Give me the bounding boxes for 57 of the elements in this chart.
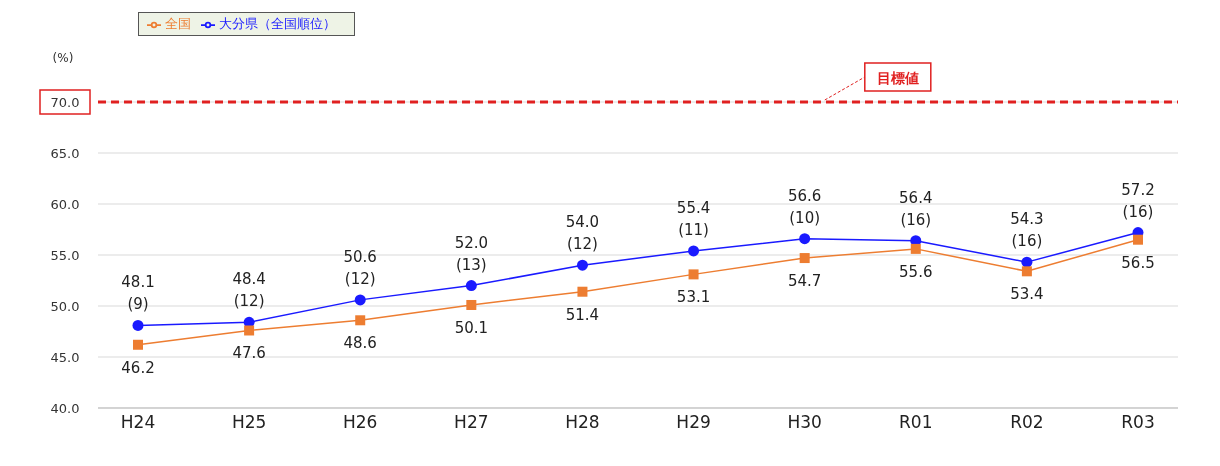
y-tick-label: 45.0	[50, 350, 80, 365]
data-label: 48.1 (9)	[121, 273, 155, 314]
point	[688, 245, 700, 257]
point	[577, 286, 588, 297]
data-label: 50.6 (12)	[343, 247, 377, 288]
point	[1021, 266, 1032, 277]
point	[354, 294, 366, 306]
data-label: 53.4	[1010, 285, 1044, 304]
x-tick-label: R03	[1121, 412, 1155, 433]
y-tick-label: 55.0	[50, 248, 80, 263]
point	[910, 243, 921, 254]
data-label: 52.0 (13)	[454, 233, 489, 274]
data-label: 47.6	[232, 344, 266, 363]
y-tick-label: 50.0	[50, 299, 80, 314]
data-label: 55.4 (11)	[676, 198, 711, 239]
point	[1133, 234, 1143, 245]
point	[465, 280, 477, 292]
data-label: 54.7	[787, 272, 822, 291]
data-label: 57.2 (16)	[1121, 180, 1155, 221]
x-tick-label: H25	[231, 412, 267, 433]
x-tick-label: H27	[454, 412, 489, 433]
point	[799, 233, 811, 245]
point	[132, 319, 144, 331]
y-axis-title: (%)	[52, 51, 74, 65]
data-label: 54.0 (12)	[565, 213, 600, 254]
y-tick-label: 65.0	[50, 146, 80, 161]
data-label: 53.1	[676, 288, 711, 307]
x-tick-label: R01	[899, 412, 933, 433]
point	[576, 259, 588, 271]
data-label: 54.3 (16)	[1010, 210, 1044, 251]
legend-label: 大分県（全国順位）	[219, 16, 336, 31]
y-tick-label: 60.0	[50, 197, 80, 212]
x-tick-label: H26	[343, 412, 378, 433]
x-tick-label: R02	[1010, 412, 1044, 433]
y-tick-label: 40.0	[50, 401, 80, 416]
data-label: 51.4	[565, 305, 600, 324]
x-tick-label: H29	[676, 412, 711, 433]
point	[466, 299, 477, 310]
ref-line-label: 目標値	[876, 70, 919, 86]
data-label: 48.4 (12)	[232, 270, 266, 311]
legend-label: 全国	[165, 16, 191, 31]
data-label: 46.2	[121, 358, 155, 377]
x-tick-label: H24	[120, 412, 156, 433]
point	[799, 253, 810, 264]
point	[688, 269, 699, 280]
data-label: 55.6	[899, 262, 933, 281]
data-label: 48.6	[343, 334, 377, 353]
data-label: 56.4 (16)	[899, 188, 933, 229]
x-tick-label: H30	[787, 412, 822, 433]
data-label: 56.6 (10)	[787, 186, 822, 227]
data-label: 56.5	[1121, 253, 1155, 272]
point	[355, 315, 366, 326]
point	[244, 325, 255, 336]
data-label: 50.1	[454, 318, 489, 337]
y-tick-label: 70.0	[50, 95, 80, 110]
point	[133, 339, 143, 350]
x-tick-label: H28	[565, 412, 600, 433]
